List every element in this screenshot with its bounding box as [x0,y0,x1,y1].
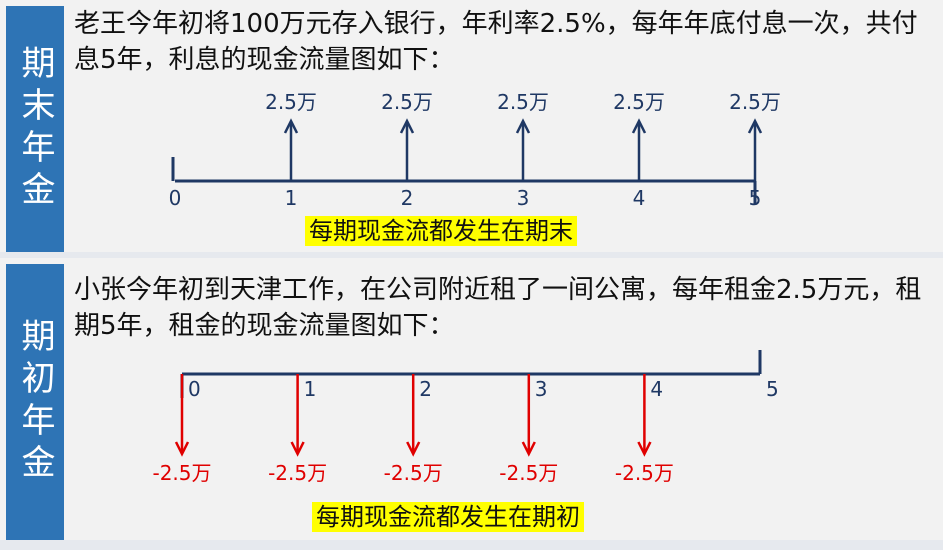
end-period-label: 3 [517,186,530,210]
begin-period-label: 2 [419,377,432,401]
begin-period-label: 3 [535,377,548,401]
end-cash-flow-label: 2.5万 [381,90,433,114]
begin-cash-flow-label: -2.5万 [152,461,211,485]
end-annuity-cash-flow-diagram: 0 1 2 3 4 5 2.5万 2.5万 2.5万 2.5万 2.5万 [169,90,781,210]
begin-period-label: 5 [766,377,779,401]
begin-annuity-cash-flow-diagram: 0 1 2 3 4 5 -2.5万 -2.5万 -2.5万 -2.5万 -2.5万 [152,350,779,485]
end-period-label: 2 [401,186,414,210]
end-arrow-head [631,118,647,134]
end-annuity-caption: 每期现金流都发生在期末 [305,216,577,246]
begin-period-label: 4 [650,377,663,401]
begin-cash-flow-label: -2.5万 [384,461,443,485]
end-annuity-panel: 期末年金 老王今年初将100万元存入银行，年利率2.5%，每年年底付息一次，共付… [0,0,943,252]
end-period-label: 5 [749,186,762,210]
begin-period-label: 0 [188,377,201,401]
end-annuity-description: 老王今年初将100万元存入银行，年利率2.5%，每年年底付息一次，共付息5年，利… [74,9,918,75]
end-arrow-head [747,118,763,134]
begin-annuity-caption: 每期现金流都发生在期初 [312,502,584,532]
end-period-label: 1 [285,186,298,210]
begin-arrow-head [521,441,536,457]
begin-period-label: 1 [304,377,317,401]
begin-arrow-head [637,441,652,457]
end-arrow-head [399,118,415,134]
end-annuity-side-label-box: 期末年金 [6,6,64,252]
end-arrow-head [283,118,299,134]
begin-arrow-head [406,441,421,457]
end-cash-flow-label: 2.5万 [497,90,549,114]
begin-annuity-panel: 期初年金 小张今年初到天津工作，在公司附近租了一间公寓，每年租金2.5万元，租期… [0,258,943,540]
begin-annuity-description: 小张今年初到天津工作，在公司附近租了一间公寓，每年租金2.5万元，租期5年，租金… [74,275,922,341]
begin-cash-flow-label: -2.5万 [615,461,674,485]
end-cash-flow-label: 2.5万 [265,90,317,114]
end-period-label: 4 [633,186,646,210]
begin-arrow-head [174,441,190,457]
begin-cash-flow-label: -2.5万 [499,461,558,485]
end-cash-flow-label: 2.5万 [729,90,781,114]
end-annuity-side-label: 期末年金 [15,45,55,213]
begin-annuity-side-label: 期初年金 [15,318,55,486]
end-cash-flow-label: 2.5万 [613,90,665,114]
begin-cash-flow-label: -2.5万 [268,461,327,485]
begin-arrow-head [290,441,305,457]
end-period-label: 0 [169,186,182,210]
end-arrow-head [515,118,531,134]
begin-annuity-side-label-box: 期初年金 [6,264,64,540]
